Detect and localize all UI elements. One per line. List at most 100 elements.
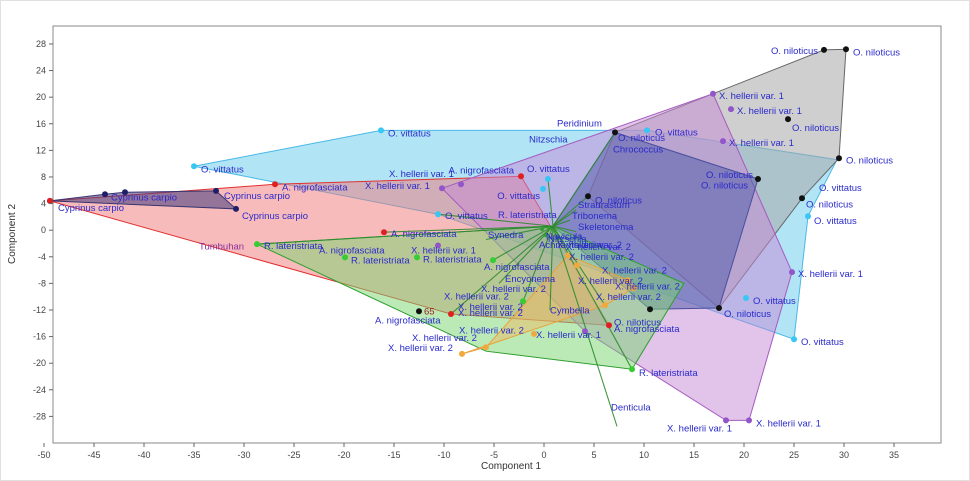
spoke-line [450,225,554,315]
data-point [746,417,752,424]
x-tick-label: 20 [739,450,749,460]
series-label: A. nigrofasciata [319,246,385,257]
spoke-line [498,225,554,284]
y-tick-label: 12 [36,145,46,155]
data-point [459,350,465,357]
point-label: O. niloticus [792,123,839,134]
x-tick-label: -30 [237,450,250,460]
data-point [544,233,548,238]
data-point [458,181,464,188]
data-point [755,176,761,182]
spoke-line [552,225,577,233]
x-tick-label: -10 [437,450,450,460]
y-tick-label: -4 [38,252,46,262]
y-tick-label: 24 [36,66,46,76]
data-point [483,344,489,351]
point-label: O. niloticus [595,195,642,206]
spoke-line [256,225,554,245]
x-tick-label: -40 [137,450,150,460]
data-point [821,46,827,53]
point-label: R. lateristriata [264,241,323,252]
hull-polygon [49,190,238,210]
y-tick-label: -28 [33,411,46,421]
point-label: O. niloticus [806,199,853,210]
axis-layer: -50 -45 -40 -35 -30 -25 -20 -15 -10 -5 0 5 10 15 20 25 3… [33,39,899,460]
data-point [720,138,726,145]
point-label: Cyprinus carpio [224,191,290,202]
x-tick-label: 5 [591,450,596,460]
spoke-line [552,226,618,427]
x-tick-label: 30 [839,450,849,460]
series-label: A. nigrofasciata [375,315,441,326]
data-point [381,229,387,236]
series-label: X. hellerii var. 2 [444,291,509,302]
series-label: A. nigrofasciata [484,262,550,273]
point-label: O. vittatus [388,128,431,139]
point-label: X. hellerii var. 1 [756,418,821,429]
series-label: X. hellerii var. 2 [557,240,622,251]
series-label: Straurastum [578,200,630,211]
point-label: A. nigrofasciata [449,165,515,176]
data-point [545,176,551,182]
series-label: A. nigrofasciata [614,324,680,335]
data-point [723,417,729,424]
spoke-line [552,195,589,227]
data-point [435,242,441,249]
data-point [191,163,197,170]
spoke-line [492,225,554,261]
series-label: Synedra [488,230,524,241]
data-point [710,90,716,97]
data-point [644,127,650,134]
point-label: R. lateristriata [639,368,698,379]
point-label: X. hellerii var. 1 [719,91,784,102]
spoke-line [552,132,616,227]
series-label: X. hellerii var. 2 [578,276,643,287]
data-point [435,211,441,218]
data-point [785,116,791,123]
point-label: X. hellerii var. 1 [798,269,863,280]
data-point [213,187,219,194]
series-label: Tumbuhan [199,242,244,253]
spoke-line [547,178,554,227]
data-point [272,181,278,188]
point-label: Cyprinus carpio [242,211,308,222]
data-point [547,226,551,230]
data-point [574,262,580,269]
data-point [342,254,348,261]
x-tick-label: -20 [337,450,350,460]
data-point [799,195,805,202]
data-point [565,252,571,259]
data-point [233,205,239,212]
x-tick-label: 35 [889,450,899,460]
y-tick-label: -16 [33,332,46,342]
point-label: A. nigrofasciata [391,229,457,240]
data-point [743,295,749,301]
data-point [520,298,526,305]
series-label: Skeletonema [578,222,634,233]
data-point [531,330,537,337]
spoke-line [552,209,577,227]
data-point [789,269,795,276]
series-label: Chrococcus [613,144,663,155]
series-label: X. hellerii var. 1 [536,330,601,341]
spoke-line [522,225,554,302]
point-layer [47,46,849,424]
spoke-line [549,226,554,311]
series-label: X. hellerii var. 2 [602,265,667,276]
spoke-line [552,225,633,370]
point-label: O. vittatus [753,296,796,307]
data-point [602,302,608,309]
point-label: O. niloticus [846,155,893,166]
y-tick-label: 8 [41,172,46,182]
data-point [625,277,631,284]
point-label: O. vittatus [655,127,698,138]
data-point [612,129,618,136]
data-point [416,308,422,315]
series-label: X. hellerii var. 2 [596,292,661,303]
series-label: X. hellerii var. 2 [458,302,523,313]
data-point [805,213,811,220]
data-point [553,229,557,233]
y-tick-label: -8 [38,278,46,288]
